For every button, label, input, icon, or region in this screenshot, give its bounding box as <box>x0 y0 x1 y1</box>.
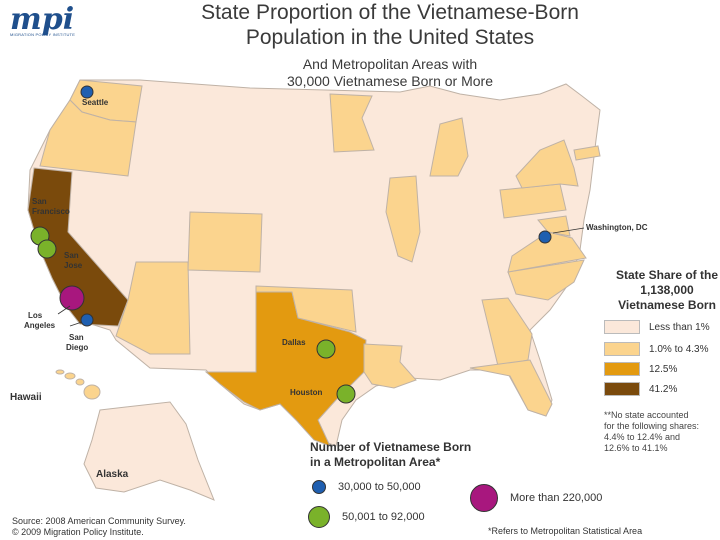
legend-item-41-2: 41.2% <box>604 382 677 396</box>
state-louisiana <box>363 343 417 389</box>
state-legend-title-2: 1,138,000 <box>640 283 694 297</box>
state-florida <box>469 359 553 417</box>
legend-swatch <box>604 362 640 376</box>
logo-subtitle: MIGRATION POLICY INSTITUTE <box>10 32 76 37</box>
subtitle-line-1: And Metropolitan Areas with <box>302 56 478 72</box>
state-maryland <box>537 215 571 237</box>
legend-note-line: **No state accounted <box>604 410 689 420</box>
subtitle-line-2: 30,000 Vietnamese Born or More <box>287 73 493 89</box>
metro-dot-dallas <box>316 339 336 359</box>
legend-item-12-5: 12.5% <box>604 362 677 376</box>
metro-legend-label-medium: 50,001 to 92,000 <box>342 511 425 523</box>
footnote: *Refers to Metropolitan Statistical Area <box>488 526 643 536</box>
state-georgia <box>481 297 533 367</box>
metro-legend-label-large: More than 220,000 <box>510 492 603 504</box>
state-michigan <box>429 117 469 177</box>
legend-item-less-than-1: Less than 1% <box>604 320 710 334</box>
leader-lines <box>57 227 585 327</box>
state-minnesota <box>329 93 375 153</box>
state-massachusetts <box>573 145 601 161</box>
legend-note-line: 4.4% to 12.4% and <box>604 432 681 442</box>
legend-note: **No state accounted for the following s… <box>604 410 720 454</box>
title-line-1: State Proportion of the Vietnamese-Born <box>201 1 579 24</box>
legend-swatch <box>604 382 640 396</box>
metro-legend-dot-medium <box>308 506 330 528</box>
label-san-diego-2: Diego <box>66 343 88 352</box>
label-san-francisco-2: Francisco <box>32 207 70 216</box>
metro-legend-medium: 50,001 to 92,000 <box>308 506 425 528</box>
legend-label: Less than 1% <box>649 321 710 333</box>
state-oklahoma <box>255 285 357 333</box>
state-texas <box>204 291 367 447</box>
legend-note-line: 12.6% to 41.1% <box>604 443 668 453</box>
metro-legend-title-2: in a Metropolitan Area* <box>310 455 441 469</box>
logo-mark: mpi <box>10 2 75 37</box>
legend-swatch <box>604 342 640 356</box>
state-legend-title-1: State Share of the <box>615 268 719 282</box>
metro-dot-san-jose <box>37 239 57 259</box>
metro-dot-houston <box>336 384 356 404</box>
label-dallas: Dallas <box>282 338 306 347</box>
legend-label: 1.0% to 4.3% <box>649 343 709 355</box>
metro-legend-dot-small <box>312 480 326 494</box>
state-north-carolina <box>507 259 585 301</box>
label-alaska: Alaska <box>96 469 129 480</box>
metro-legend-title-1: Number of Vietnamese Born <box>310 440 472 454</box>
metro-dot-washington-dc <box>538 230 552 244</box>
alaska-shape <box>83 401 215 501</box>
state-colorado <box>187 211 263 273</box>
label-seattle: Seattle <box>82 98 109 107</box>
mpi-logo: mpi MIGRATION POLICY INSTITUTE <box>10 2 76 38</box>
hawaii-islands <box>55 369 101 400</box>
metro-legend-title: Number of Vietnamese Born in a Metropoli… <box>310 440 471 470</box>
label-san-francisco-1: San <box>32 197 47 206</box>
label-san-jose-2: Jose <box>64 261 83 270</box>
legend-swatch <box>604 320 640 334</box>
state-illinois <box>385 175 421 263</box>
legend-label: 41.2% <box>649 383 678 395</box>
label-washington-dc: Washington, DC <box>586 223 648 232</box>
state-legend-title-3: Vietnamese Born <box>618 298 716 312</box>
label-houston: Houston <box>290 388 323 397</box>
legend-label: 12.5% <box>649 363 678 375</box>
source-note: Source: 2008 American Community Survey. … <box>12 516 186 538</box>
state-new-york <box>515 139 579 189</box>
metro-dot-los-angeles <box>59 285 85 311</box>
metro-legend-dot-large <box>470 484 498 512</box>
label-san-diego-1: San <box>69 333 84 342</box>
metro-dot-san-diego <box>80 313 94 327</box>
state-legend-title: State Share of the 1,138,000 Vietnamese … <box>602 268 720 313</box>
label-san-jose-1: San <box>64 251 79 260</box>
label-los-angeles-1: Los <box>28 311 43 320</box>
label-los-angeles-2: Angeles <box>24 321 56 330</box>
metro-legend-small: 30,000 to 50,000 <box>312 480 421 494</box>
title-line-2: Population in the United States <box>245 26 535 49</box>
map-subtitle: And Metropolitan Areas with 30,000 Vietn… <box>240 56 540 90</box>
legend-item-1-to-4-3: 1.0% to 4.3% <box>604 342 708 356</box>
metro-legend-label-small: 30,000 to 50,000 <box>338 481 421 493</box>
source-line-1: Source: 2008 American Community Survey. <box>12 516 186 526</box>
map-title: State Proportion of the Vietnamese-Born … <box>140 0 640 50</box>
state-oregon <box>39 99 137 177</box>
label-hawaii: Hawaii <box>10 392 42 403</box>
metro-dot-seattle <box>80 85 94 99</box>
metro-legend-large: More than 220,000 <box>470 484 602 512</box>
source-line-2: © 2009 Migration Policy Institute. <box>12 527 144 537</box>
legend-note-line: for the following shares: <box>604 421 700 431</box>
